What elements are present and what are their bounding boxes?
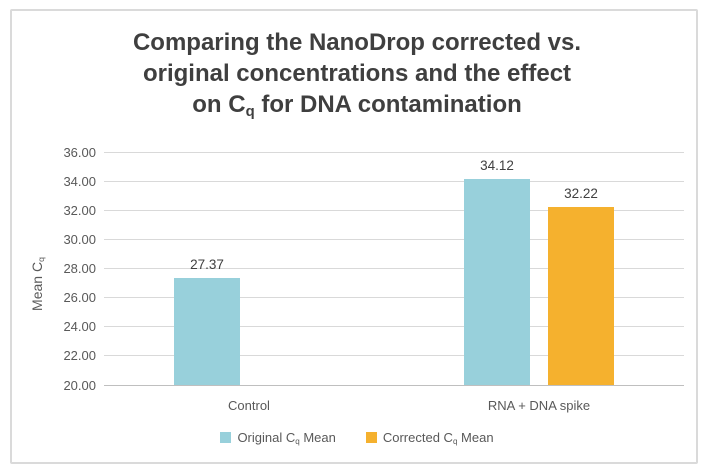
y-tick-label: 20.00 bbox=[63, 377, 96, 393]
chart-title: Comparing the NanoDrop corrected vs. ori… bbox=[0, 27, 714, 124]
bar bbox=[174, 277, 240, 385]
y-tick-label: 28.00 bbox=[63, 261, 96, 276]
legend-marker-swatch bbox=[365, 432, 377, 443]
y-tick-label: 26.00 bbox=[63, 290, 96, 306]
gridline bbox=[104, 297, 684, 299]
chart-title-line-3: on Cq for DNA contamination bbox=[192, 91, 522, 121]
legend-label: Corrected Cq Mean bbox=[382, 430, 494, 446]
gridline bbox=[104, 268, 684, 269]
bar-value-label: 32.22 bbox=[564, 186, 598, 202]
legend-item: Corrected Cq Mean bbox=[365, 430, 494, 446]
bar bbox=[548, 207, 614, 385]
gridline bbox=[104, 209, 684, 211]
category-label: Control bbox=[228, 398, 270, 413]
legend-marker-swatch bbox=[220, 432, 232, 443]
y-tick-label: 30.00 bbox=[63, 231, 96, 247]
y-tick-label: 32.00 bbox=[63, 202, 96, 218]
chart-title-line-1: Comparing the NanoDrop corrected vs. bbox=[132, 29, 582, 56]
chart-title-line-2: original concentrations and the effect bbox=[142, 60, 572, 87]
bar bbox=[464, 179, 530, 385]
legend-label: Original Cq Mean bbox=[237, 430, 336, 446]
gridline bbox=[104, 326, 684, 328]
y-tick-label: 34.00 bbox=[63, 173, 96, 189]
chart-legend: Original Cq Mean Corrected Cq Mean bbox=[0, 430, 714, 446]
category-label: RNA + DNA spike bbox=[487, 398, 591, 413]
bar-value-label: 34.12 bbox=[480, 158, 514, 174]
y-tick-label: 24.00 bbox=[63, 319, 96, 335]
gridline bbox=[104, 151, 684, 153]
gridline bbox=[104, 180, 684, 182]
gridline bbox=[104, 384, 684, 386]
legend-item: Original Cq Mean bbox=[220, 430, 336, 446]
y-tick-label: 36.00 bbox=[63, 144, 96, 160]
gridline bbox=[104, 238, 684, 240]
bar-value-label: 27.37 bbox=[190, 256, 224, 272]
y-tick-label: 22.00 bbox=[63, 348, 96, 364]
gridline bbox=[104, 355, 684, 357]
